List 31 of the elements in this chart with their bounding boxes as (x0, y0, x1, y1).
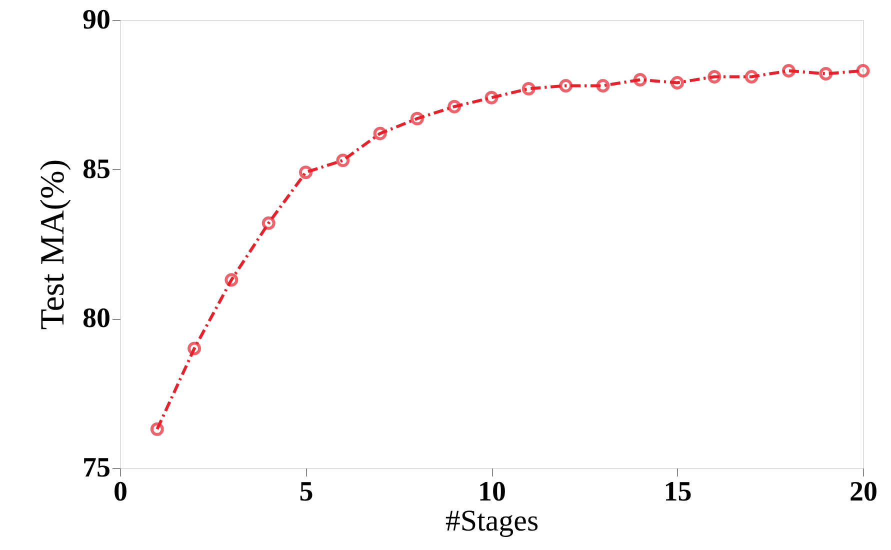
point (819, 67, 833, 80)
point (782, 64, 796, 78)
point (410, 112, 424, 126)
point (670, 76, 684, 90)
point (856, 64, 870, 78)
point (188, 342, 202, 356)
x-tick-label: 0 (114, 476, 128, 508)
point (633, 73, 647, 86)
y-axis-title: Test MA(%) (34, 159, 72, 330)
point (150, 422, 164, 436)
point (522, 82, 536, 96)
x-tick-label: 15 (664, 476, 692, 508)
point (262, 216, 276, 230)
x-tick-label: 20 (850, 476, 878, 508)
point (373, 126, 387, 140)
y-tick-label: 90 (82, 4, 110, 36)
y-tick-label: 75 (82, 452, 110, 484)
y-tick-label: 85 (82, 154, 110, 185)
x-tick-label: 5 (299, 476, 314, 508)
x-axis-title: #Stages (445, 504, 539, 538)
x-tick-label: 10 (478, 476, 506, 508)
point (336, 154, 350, 168)
point (484, 90, 498, 104)
point (744, 70, 758, 84)
y-tick-label: 80 (82, 303, 110, 334)
point (448, 100, 462, 114)
point (708, 70, 722, 84)
point (299, 166, 312, 180)
point (224, 273, 238, 287)
point (596, 78, 610, 92)
point (559, 78, 573, 92)
